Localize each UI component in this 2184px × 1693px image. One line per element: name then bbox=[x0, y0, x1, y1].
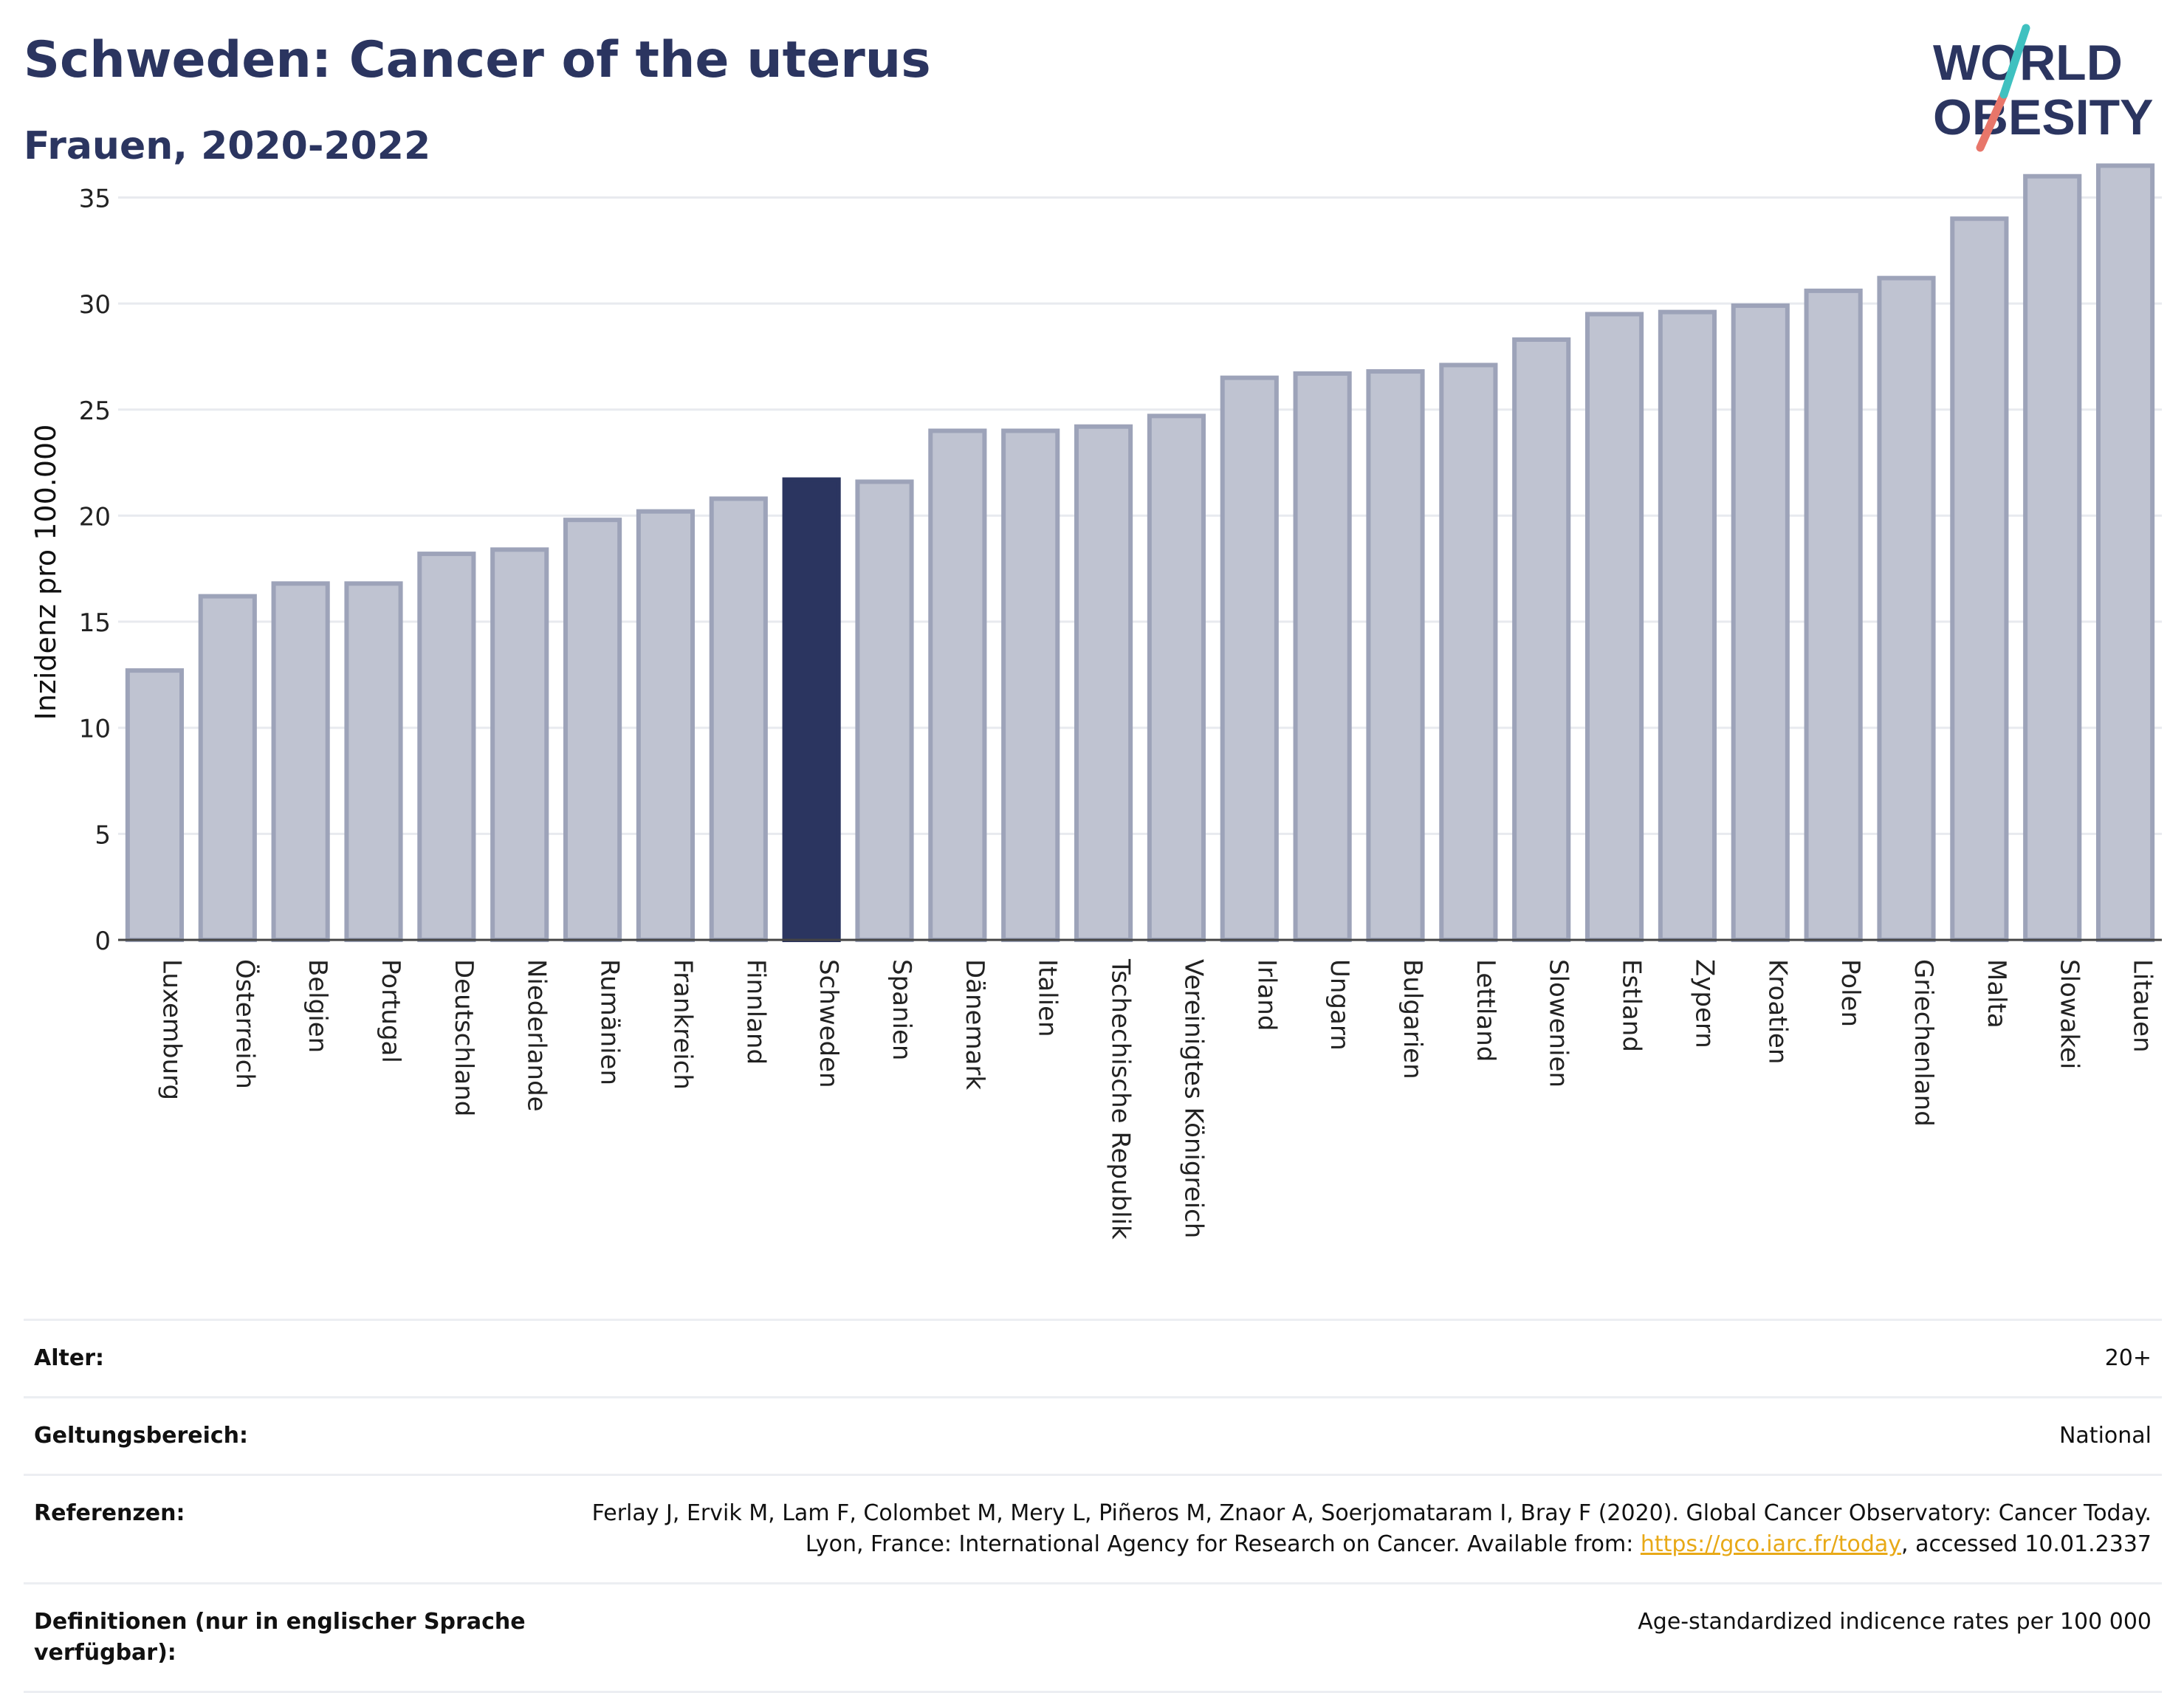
bar bbox=[1731, 303, 1790, 942]
bar bbox=[709, 496, 768, 942]
y-tick-label: 30 bbox=[79, 290, 111, 320]
bar bbox=[782, 477, 841, 942]
info-value: National bbox=[561, 1396, 2162, 1475]
y-tick-label: 15 bbox=[79, 608, 111, 638]
info-table: Alter: 20+ Geltungsbereich: National Ref… bbox=[24, 1319, 2162, 1693]
info-value: Ferlay J, Ervik M, Lam F, Colombet M, Me… bbox=[561, 1474, 2162, 1584]
x-tick-label: Rumänien bbox=[595, 959, 625, 1085]
bar bbox=[636, 509, 696, 942]
bar bbox=[1366, 369, 1425, 943]
x-tick-label: Kroatien bbox=[1762, 959, 1792, 1064]
bar bbox=[1293, 371, 1352, 943]
x-tick-label: Luxemburg bbox=[157, 959, 186, 1100]
bar bbox=[490, 547, 549, 942]
x-tick-label: Slowakei bbox=[2055, 959, 2084, 1069]
y-tick-label: 10 bbox=[79, 715, 111, 744]
reference-text: Ferlay J, Ervik M, Lam F, Colombet M, Me… bbox=[591, 1500, 2152, 1557]
logo-slash-coral bbox=[1976, 90, 2008, 152]
world-obesity-logo: WORLD OBESITY bbox=[1933, 24, 2154, 152]
x-tick-label: Finnland bbox=[741, 959, 770, 1065]
x-tick-label: Litauen bbox=[2128, 959, 2157, 1053]
x-tick-label: Estland bbox=[1617, 959, 1646, 1052]
bar bbox=[1584, 312, 1644, 942]
x-tick-label: Tschechische Republik bbox=[1106, 958, 1136, 1240]
x-tick-label: Zypern bbox=[1689, 959, 1719, 1048]
x-tick-label: Deutschland bbox=[449, 959, 478, 1116]
bar bbox=[1658, 309, 1717, 943]
bar bbox=[344, 581, 403, 942]
bar bbox=[125, 668, 185, 942]
x-tick-label: Italien bbox=[1033, 959, 1062, 1037]
y-tick-label: 20 bbox=[79, 502, 111, 532]
page-subtitle: Frauen, 2020-2022 bbox=[24, 124, 431, 168]
info-label: Geltungsbereich: bbox=[24, 1396, 561, 1475]
x-tick-label: Slowenien bbox=[1544, 959, 1573, 1088]
x-tick-label: Frankreich bbox=[667, 959, 697, 1090]
bar bbox=[928, 428, 987, 942]
x-tick-label: Lettland bbox=[1471, 959, 1500, 1062]
reference-accessed: , accessed 10.01.2337 bbox=[1901, 1531, 2152, 1557]
bar bbox=[855, 479, 914, 942]
bar bbox=[1439, 363, 1498, 942]
bar bbox=[2023, 174, 2082, 942]
x-tick-label: Belgien bbox=[303, 959, 332, 1053]
logo-text-obesity: OBESITY bbox=[1933, 89, 2154, 145]
logo-slash-teal bbox=[1999, 24, 2030, 99]
x-tick-label: Polen bbox=[1836, 959, 1865, 1027]
info-row-references: Referenzen: Ferlay J, Ervik M, Lam F, Co… bbox=[24, 1474, 2162, 1584]
info-value: 20+ bbox=[561, 1319, 2162, 1398]
y-tick-label: 5 bbox=[95, 820, 111, 850]
page-title: Schweden: Cancer of the uterus bbox=[24, 31, 931, 89]
x-tick-label: Österreich bbox=[230, 959, 260, 1089]
y-tick-label: 35 bbox=[79, 184, 111, 213]
info-row-age: Alter: 20+ bbox=[24, 1319, 2162, 1398]
info-row-definitions: Definitionen (nur in englischer Sprache … bbox=[24, 1582, 2162, 1693]
x-tick-label: Bulgarien bbox=[1398, 959, 1427, 1079]
x-tick-label: Niederlande bbox=[522, 959, 552, 1112]
y-tick-label: 0 bbox=[95, 927, 111, 956]
info-label: Definitionen (nur in englischer Sprache … bbox=[24, 1582, 561, 1693]
reference-link[interactable]: https://gco.iarc.fr/today bbox=[1640, 1531, 1902, 1557]
bar bbox=[1074, 424, 1133, 942]
bar-chart: 0 5 10 15 20 25 30 35 Luxemburg Österreich Belgien… bbox=[79, 163, 2162, 1240]
info-label: Alter: bbox=[24, 1319, 561, 1398]
x-tick-label: Vereinigtes Königreich bbox=[1178, 959, 1208, 1238]
bar bbox=[1512, 337, 1571, 942]
logo-text-world: WORLD bbox=[1933, 35, 2123, 91]
info-row-scope: Geltungsbereich: National bbox=[24, 1396, 2162, 1475]
bar bbox=[1147, 413, 1206, 942]
x-tick-label: Dänemark bbox=[960, 959, 989, 1090]
x-tick-label: Ungarn bbox=[1325, 959, 1354, 1051]
bar bbox=[1877, 275, 1936, 942]
bar bbox=[2095, 163, 2155, 942]
bar bbox=[417, 552, 476, 942]
info-value: Age-standardized indicence rates per 100… bbox=[561, 1582, 2162, 1693]
y-tick-label: 25 bbox=[79, 396, 111, 426]
bar bbox=[271, 581, 330, 942]
bar bbox=[1220, 375, 1279, 942]
bar bbox=[563, 518, 622, 942]
x-tick-label: Portugal bbox=[376, 959, 405, 1063]
x-tick-label: Irland bbox=[1251, 959, 1281, 1031]
x-tick-label: Griechenland bbox=[1909, 959, 1938, 1127]
bar bbox=[1001, 428, 1060, 942]
bar bbox=[198, 594, 257, 942]
x-tick-label: Malta bbox=[1982, 959, 2011, 1028]
x-tick-label: Spanien bbox=[887, 959, 916, 1060]
bar bbox=[1950, 216, 2009, 942]
bar bbox=[1804, 288, 1863, 942]
info-label: Referenzen: bbox=[24, 1474, 561, 1584]
x-tick-label: Schweden bbox=[814, 959, 843, 1088]
